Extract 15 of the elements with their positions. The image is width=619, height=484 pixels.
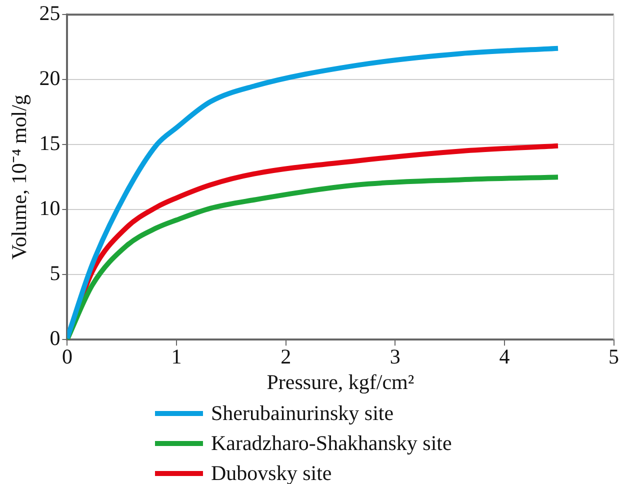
y-tick-label: 10	[39, 196, 60, 220]
x-tick-label: 2	[280, 344, 292, 369]
y-tick-label: 15	[39, 131, 60, 156]
legend-label: Karadzharo-Shakhansky site	[211, 430, 452, 457]
x-tick-label: 1	[171, 344, 182, 369]
x-tick-label: 3	[390, 344, 400, 369]
x-tick-label: 4	[499, 344, 510, 369]
x-axis-title: Pressure, kgf/cm²	[266, 370, 414, 394]
x-tick-label: 5	[608, 344, 619, 369]
y-tick-label: 20	[39, 66, 60, 90]
legend-label: Sherubainurinsky site	[211, 400, 394, 427]
y-axis-title: Volume, 10⁻⁴ mol/g	[7, 94, 32, 260]
y-tick-label: 5	[50, 261, 60, 286]
y-tick-label: 0	[50, 326, 60, 350]
y-tick-label: 25	[39, 1, 60, 26]
